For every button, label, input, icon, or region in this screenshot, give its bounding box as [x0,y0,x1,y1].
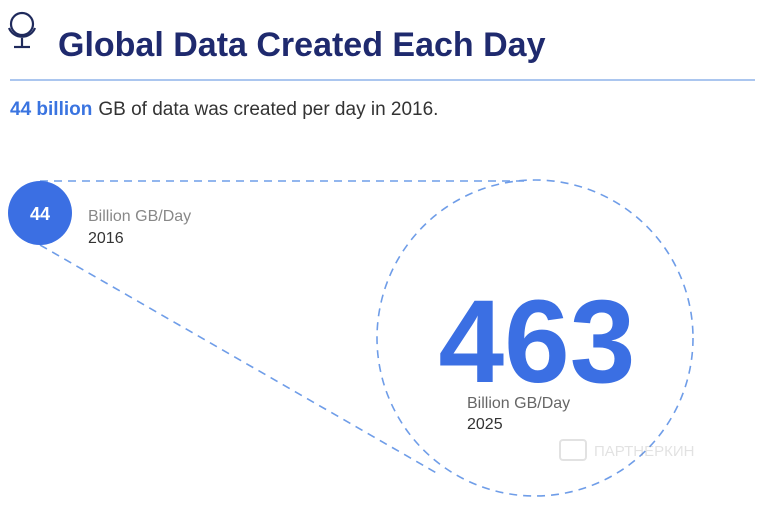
summary-text: GB of data was created per day in 2016. [98,99,438,120]
year-2025: 2025 [467,416,503,433]
summary: 44 billion GB of data was created per day… [10,99,438,120]
unit-2016: Billion GB/Day [88,208,191,225]
globe-icon [7,11,37,49]
watermark: ПАРТНЕРКИН [559,439,694,461]
title: Global Data Created Each Day [58,26,546,64]
connectors [39,179,694,497]
watermark-text: ПАРТНЕРКИН [594,443,694,460]
small-circle [8,181,72,245]
value-2016: 44 [30,204,50,224]
value-2025: 463 [439,276,636,408]
unit-2025: Billion GB/Day [467,395,570,412]
summary-highlight: 44 billion [10,99,92,120]
year-2016: 2016 [88,230,124,247]
